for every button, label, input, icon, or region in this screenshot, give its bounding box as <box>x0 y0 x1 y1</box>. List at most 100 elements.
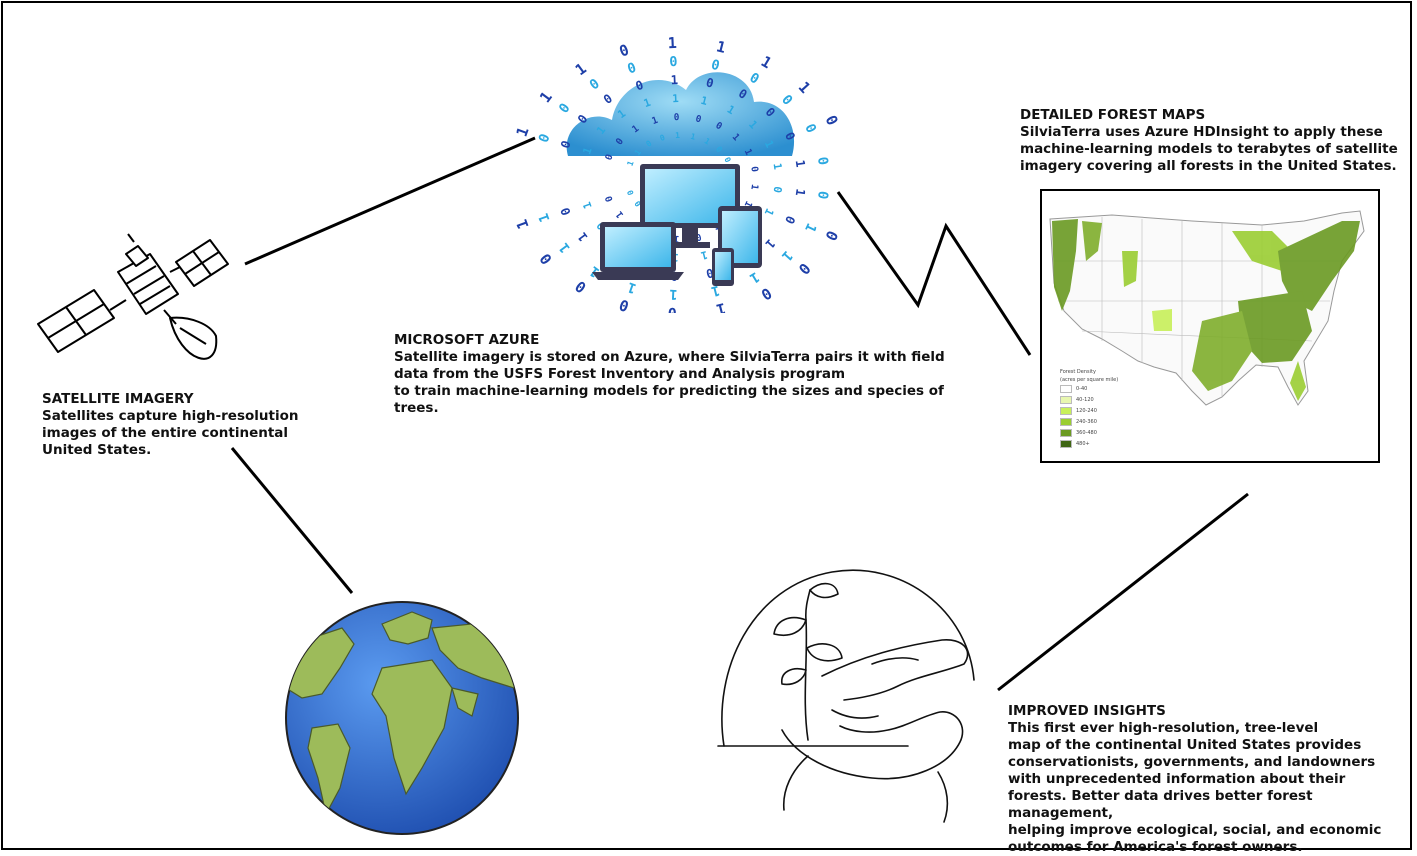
map-legend: Forest Density (acres per square mile) 0… <box>1060 369 1118 451</box>
sun-arc <box>721 569 975 747</box>
upper-hand <box>821 639 969 701</box>
insights-line: outcomes for America's forest owners. <box>1008 839 1303 855</box>
binary-digit: 1 <box>762 206 777 217</box>
binary-digit: 1 <box>625 278 638 296</box>
arabia <box>451 687 479 717</box>
legend-entry: 480+ <box>1060 440 1118 448</box>
binary-digit: 1 <box>675 131 680 140</box>
maps-heading: DETAILED FOREST MAPS <box>1020 107 1206 123</box>
binary-digit: 1 <box>715 37 728 57</box>
legend-label: 0-40 <box>1076 386 1088 392</box>
binary-digit: 1 <box>699 94 709 108</box>
satellite-line: Satellites capture high-resolution <box>42 408 299 424</box>
binary-digit: 1 <box>536 211 554 224</box>
insights-line: This first ever high-resolution, tree-le… <box>1008 720 1319 736</box>
binary-digit: 0 <box>771 185 785 193</box>
legend-title: Forest Density <box>1060 369 1096 375</box>
legend-swatch <box>1060 385 1072 393</box>
legend-entry: 240-360 <box>1060 418 1118 426</box>
insights-line: with unprecedented information about the… <box>1008 771 1346 787</box>
insights-text-block: IMPROVED INSIGHTS This first ever high-r… <box>1008 703 1417 856</box>
legend-swatch <box>1060 429 1072 437</box>
binary-digit: 1 <box>556 240 574 256</box>
binary-digit: 1 <box>572 59 590 79</box>
insights-heading: IMPROVED INSIGHTS <box>1008 703 1166 719</box>
binary-digit: 0 <box>814 190 831 200</box>
binary-digit: 0 <box>626 189 636 197</box>
binary-digit: 1 <box>626 159 636 167</box>
cloud-shape <box>566 72 795 156</box>
maps-line: imagery covering all forests in the Unit… <box>1020 158 1397 174</box>
insights-line: helping improve ecological, social, and … <box>1008 822 1382 838</box>
binary-digit: 0 <box>558 139 574 151</box>
continent-south-america <box>307 723 351 816</box>
binary-digit: 0 <box>795 259 814 278</box>
forest-cover <box>1052 219 1360 401</box>
legend-swatch <box>1060 407 1072 415</box>
earth-globe-illustration <box>285 601 519 835</box>
binary-digit: 1 <box>742 199 755 209</box>
leaf <box>809 582 839 599</box>
maps-line: SilviaTerra uses Azure HDInsight to appl… <box>1020 124 1383 140</box>
satellite-heading: SATELLITE IMAGERY <box>42 391 194 407</box>
binary-digit: 0 <box>617 41 632 61</box>
binary-digit: 1 <box>762 138 777 149</box>
legend-label: 40-120 <box>1076 397 1094 403</box>
legend-entry: 40-120 <box>1060 396 1118 404</box>
binary-digit: 1 <box>715 299 728 313</box>
legend-subtitle: (acres per square mile) <box>1060 377 1119 383</box>
binary-digit: 1 <box>672 92 679 105</box>
binary-digit: 0 <box>758 284 775 304</box>
binary-digit: 0 <box>587 76 603 94</box>
legend-swatch <box>1060 440 1072 448</box>
binary-digit: 1 <box>703 136 712 146</box>
binary-digit: 1 <box>633 148 643 157</box>
insights-line: forests. Better data drives better fores… <box>1008 788 1313 821</box>
binary-digit: 0 <box>667 304 677 313</box>
binary-digit: 1 <box>669 286 678 302</box>
binary-digit: 0 <box>601 91 615 107</box>
binary-digit: 1 <box>673 233 679 244</box>
binary-digit: 1 <box>730 132 742 144</box>
binary-digit: 1 <box>747 268 762 286</box>
binary-digit: 0 <box>556 100 574 116</box>
legend-entry: 360-480 <box>1060 429 1118 437</box>
satellite-line: images of the entire continental <box>42 425 289 441</box>
phone-icon <box>712 248 734 286</box>
maps-text-block: DETAILED FOREST MAPS SilviaTerra uses Az… <box>1020 107 1398 175</box>
binary-digit: 0 <box>713 120 724 133</box>
binary-digit: 1 <box>513 217 533 232</box>
binary-digit: 0 <box>705 75 716 90</box>
binary-digit: 1 <box>801 220 819 234</box>
binary-digit: 0 <box>782 213 798 226</box>
binary-digit: 1 <box>795 78 814 97</box>
binary-digit: 0 <box>558 206 574 218</box>
us-forest-map <box>1049 210 1365 406</box>
forest-density-map: Forest Density (acres per square mile) 0… <box>1040 189 1380 463</box>
binary-digit: 0 <box>778 92 795 109</box>
azure-line: trees. <box>394 400 439 416</box>
legend-swatch <box>1060 396 1072 404</box>
binary-digit: 0 <box>722 156 732 164</box>
binary-digit: 0 <box>659 133 667 143</box>
binary-digit: 0 <box>747 70 762 88</box>
binary-digit: 0 <box>674 112 680 123</box>
legend-entry: 0-40 <box>1060 385 1118 393</box>
legend-entry: 120-240 <box>1060 407 1118 415</box>
binary-digit: 0 <box>709 57 721 75</box>
satellite-text-block: SATELLITE IMAGERY Satellites capture hig… <box>42 391 298 459</box>
binary-digit: 0 <box>617 295 632 313</box>
legend-label: 360-480 <box>1076 430 1097 436</box>
continent-africa <box>371 659 453 796</box>
binary-digit: 0 <box>694 113 703 125</box>
azure-line: Satellite imagery is stored on Azure, wh… <box>394 349 945 365</box>
binary-digit: 1 <box>793 188 808 197</box>
binary-digit: 1 <box>630 123 641 135</box>
binary-digit: 1 <box>742 147 755 157</box>
binary-digit: 0 <box>814 156 831 166</box>
binary-digit: 1 <box>670 73 678 87</box>
binary-digit: 1 <box>748 183 760 191</box>
binary-digit: 1 <box>763 236 778 251</box>
binary-digit: 1 <box>667 34 677 52</box>
azure-line: to train machine-learning models for pre… <box>394 383 944 399</box>
